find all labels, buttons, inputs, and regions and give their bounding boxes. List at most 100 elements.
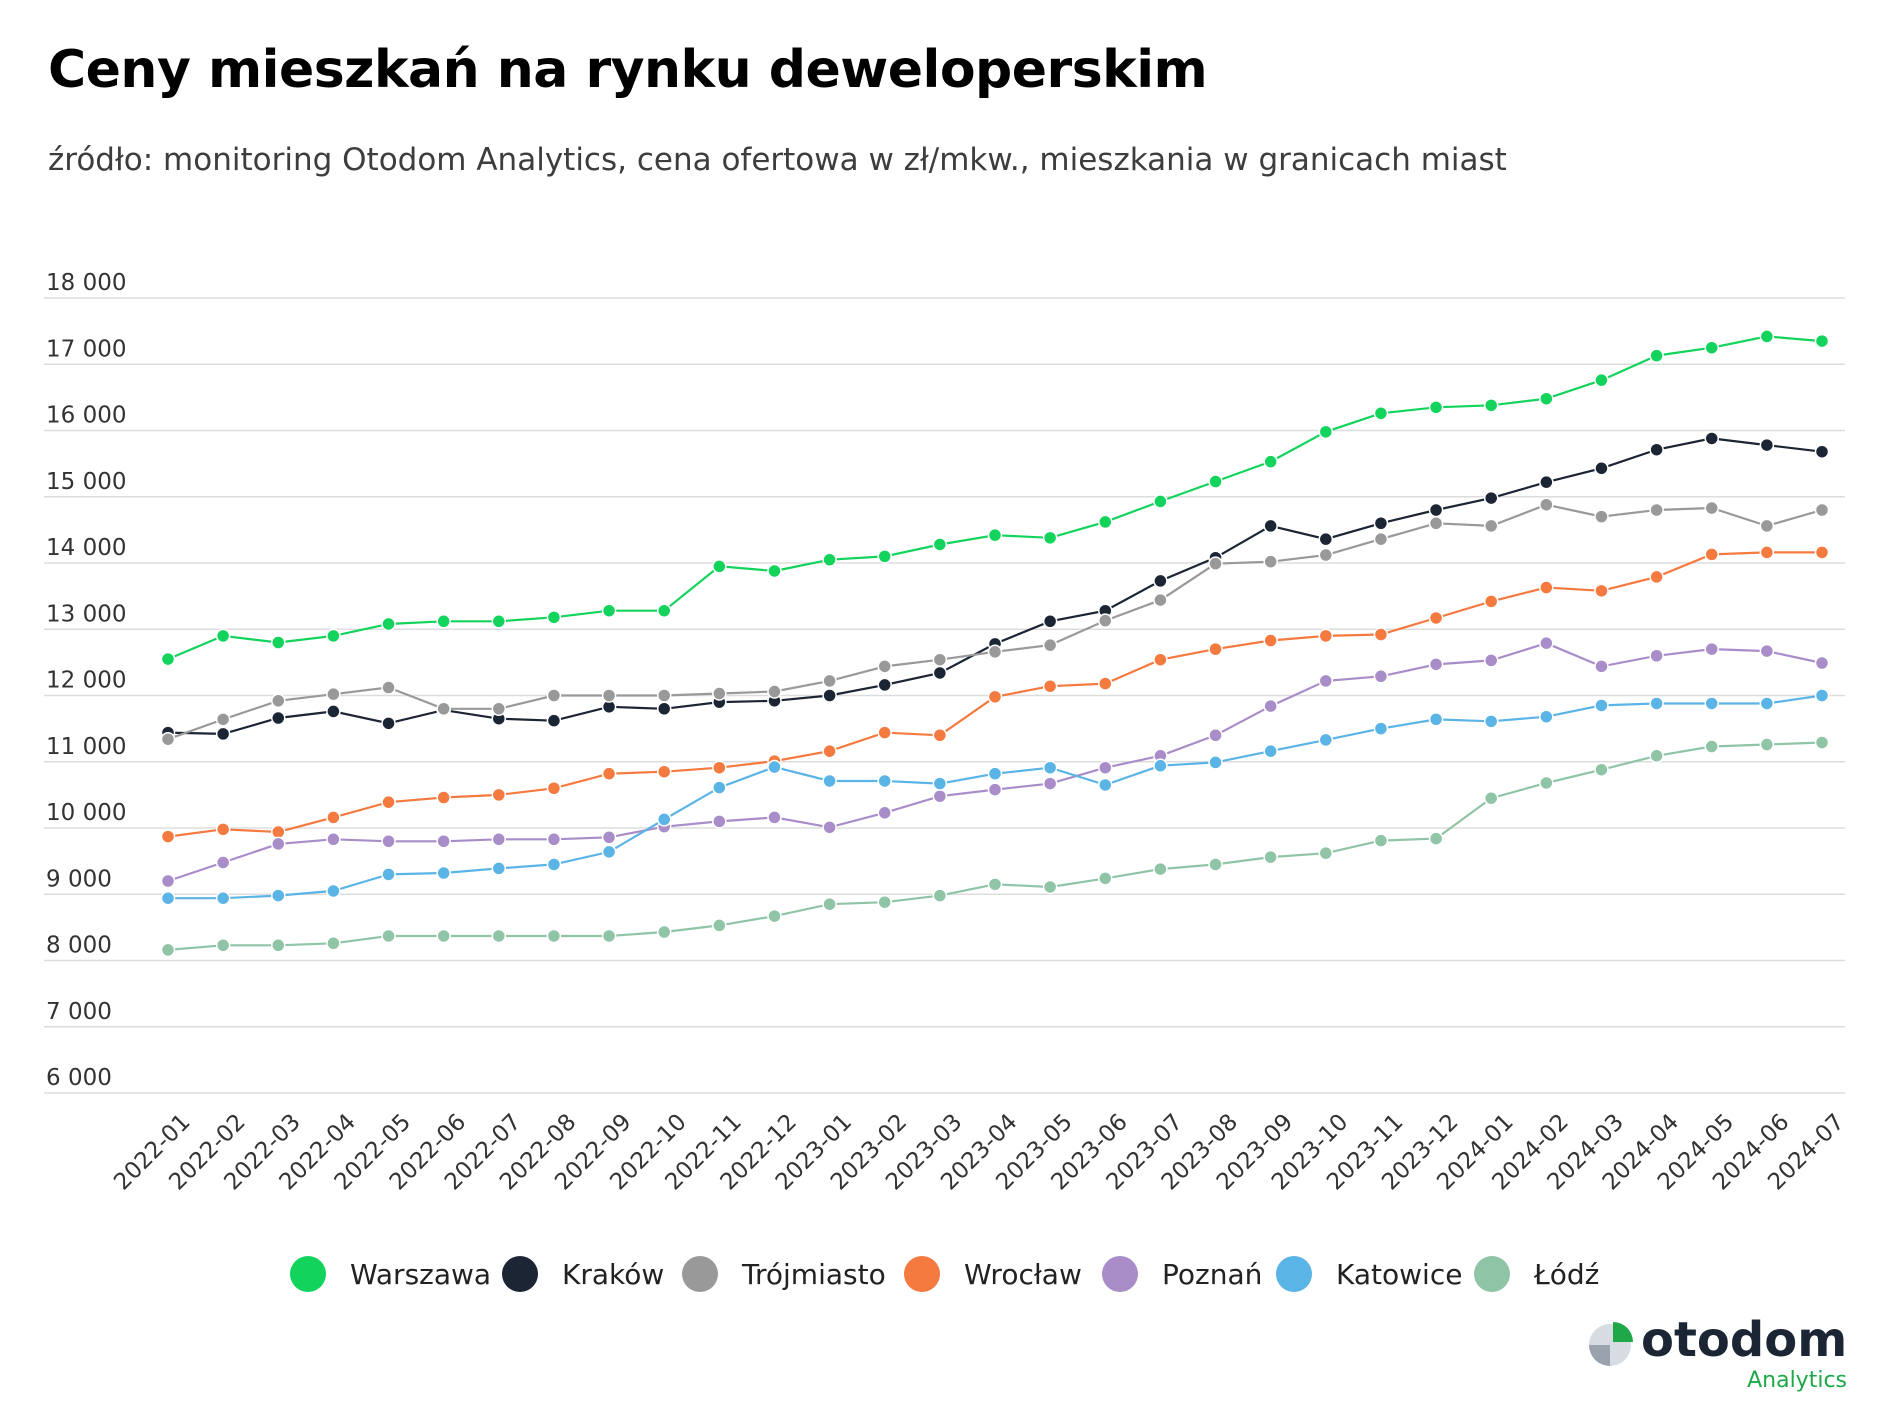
data-point	[271, 693, 286, 709]
data-point	[1263, 633, 1278, 648]
data-point	[601, 766, 617, 781]
data-point	[1042, 637, 1058, 653]
data-point	[326, 628, 341, 644]
data-point	[932, 652, 948, 667]
data-point	[326, 883, 341, 899]
data-point	[1759, 437, 1775, 453]
data-point	[215, 726, 231, 742]
data-point	[1208, 728, 1223, 743]
data-point	[1042, 776, 1058, 791]
data-point	[215, 890, 231, 906]
data-point	[1539, 775, 1554, 791]
series-group	[160, 329, 1830, 958]
data-point	[932, 776, 948, 791]
data-point	[1649, 348, 1664, 363]
data-point	[601, 844, 617, 860]
data-point	[1483, 790, 1499, 806]
data-point	[546, 713, 562, 728]
data-point	[1814, 688, 1830, 703]
data-point	[1428, 400, 1444, 415]
y-tick-label: 12 000	[46, 668, 126, 694]
data-point	[712, 918, 727, 933]
data-point	[656, 701, 672, 716]
data-point	[1318, 845, 1334, 861]
legend-item: Poznań	[1102, 1256, 1262, 1292]
data-point	[1704, 641, 1719, 657]
y-tick-label: 16 000	[46, 403, 126, 429]
data-point	[932, 665, 948, 681]
data-point	[1483, 518, 1499, 534]
data-point	[326, 832, 341, 847]
data-point	[1704, 739, 1719, 754]
legend-swatch	[1474, 1256, 1510, 1292]
data-point	[822, 673, 837, 689]
data-point	[546, 832, 562, 847]
data-point	[1428, 516, 1444, 531]
data-point	[712, 780, 727, 795]
data-point	[656, 924, 672, 940]
y-tick-label: 14 000	[46, 535, 126, 561]
data-point	[987, 877, 1003, 892]
data-point	[1704, 431, 1719, 446]
data-point	[1208, 474, 1223, 489]
data-point	[767, 684, 782, 699]
data-point	[271, 938, 286, 953]
data-point	[491, 928, 507, 944]
data-point	[326, 686, 341, 702]
data-point	[1373, 627, 1389, 642]
data-point	[215, 938, 231, 953]
data-point	[1263, 554, 1278, 569]
data-point	[436, 834, 451, 849]
data-point	[822, 743, 837, 759]
data-point	[1539, 497, 1554, 512]
data-point	[1539, 709, 1554, 724]
data-point	[656, 688, 672, 703]
data-point	[1814, 333, 1830, 349]
data-point	[1539, 580, 1554, 595]
data-point	[436, 790, 451, 805]
data-point	[822, 773, 837, 789]
data-point	[1814, 735, 1830, 750]
data-point	[546, 610, 562, 625]
data-point	[601, 603, 617, 618]
data-point	[712, 559, 727, 574]
data-point	[932, 888, 948, 903]
data-point	[271, 824, 286, 840]
data-point	[1208, 556, 1223, 571]
data-point	[1594, 509, 1609, 524]
data-point	[1759, 545, 1775, 560]
data-point	[822, 820, 837, 835]
data-point	[271, 710, 286, 726]
data-point	[326, 704, 341, 719]
data-point	[877, 894, 892, 910]
data-point	[1098, 514, 1113, 530]
legend-item: Warszawa	[290, 1256, 491, 1292]
data-point	[712, 760, 727, 775]
data-point	[1814, 502, 1830, 518]
data-point	[491, 861, 507, 876]
legend-label: Łódź	[1533, 1258, 1599, 1291]
data-point	[215, 712, 231, 727]
data-point	[1042, 678, 1058, 694]
legend-item: Łódź	[1474, 1256, 1599, 1292]
legend-label: Warszawa	[350, 1258, 491, 1291]
data-point	[1153, 652, 1168, 667]
data-point	[1373, 516, 1389, 531]
data-point	[822, 552, 837, 567]
legend-swatch	[1276, 1256, 1312, 1292]
series-trójmiasto	[160, 497, 1830, 747]
data-point	[1649, 648, 1664, 663]
data-point	[822, 688, 837, 703]
data-point	[877, 773, 892, 789]
data-point	[436, 701, 451, 716]
data-point	[1594, 659, 1609, 674]
data-point	[1759, 696, 1775, 711]
data-point	[932, 537, 948, 552]
data-point	[491, 614, 507, 629]
data-point	[1153, 861, 1168, 877]
legend-swatch	[502, 1256, 538, 1292]
data-point	[1594, 698, 1609, 713]
data-point	[491, 787, 507, 803]
data-point	[1649, 696, 1664, 711]
data-point	[1263, 518, 1278, 534]
